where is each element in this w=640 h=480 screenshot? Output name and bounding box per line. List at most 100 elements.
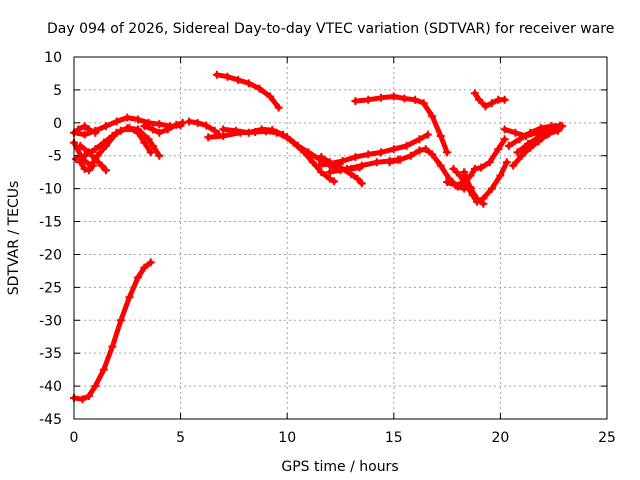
- data-point: [84, 166, 93, 175]
- data-point: [342, 164, 351, 173]
- data-point: [99, 138, 108, 147]
- data-point: [553, 126, 562, 135]
- data-point: [487, 99, 496, 108]
- data-point: [255, 84, 264, 93]
- data-point: [517, 151, 526, 160]
- data-point: [325, 168, 334, 177]
- data-point: [485, 158, 494, 167]
- data-point: [351, 97, 360, 106]
- data-point: [428, 150, 437, 159]
- data-point: [140, 263, 149, 272]
- data-point: [487, 184, 496, 193]
- data-point: [91, 382, 100, 391]
- data-point: [172, 120, 181, 129]
- y-axis-label: SDTVAR / TECUs: [6, 181, 22, 296]
- data-point: [268, 126, 277, 135]
- data-point: [125, 293, 134, 302]
- data-point: [204, 133, 213, 142]
- series-line-sat-a: [71, 259, 154, 402]
- data-point: [133, 128, 142, 137]
- data-point: [504, 141, 513, 150]
- series-layer: [70, 70, 567, 404]
- data-point: [80, 130, 89, 139]
- data-point: [479, 199, 488, 208]
- data-point: [133, 115, 142, 124]
- y-tick-label: -45: [39, 412, 62, 428]
- data-point: [325, 159, 334, 168]
- data-point: [146, 258, 155, 267]
- data-point: [364, 95, 373, 104]
- data-point: [74, 125, 83, 134]
- data-point: [101, 122, 110, 131]
- data-point: [536, 124, 545, 133]
- data-point: [436, 131, 445, 140]
- data-point: [421, 145, 430, 154]
- data-point: [219, 125, 228, 134]
- data-point: [515, 135, 524, 144]
- data-point: [449, 164, 458, 173]
- data-point: [300, 148, 309, 157]
- data-point: [330, 177, 339, 186]
- data-point: [97, 161, 106, 170]
- x-tick-label: 10: [278, 430, 296, 446]
- data-point: [513, 148, 522, 157]
- data-point: [455, 171, 464, 180]
- data-point: [125, 124, 134, 133]
- data-point: [494, 145, 503, 154]
- data-point: [411, 95, 420, 104]
- data-point: [185, 117, 194, 126]
- series-line-sat-n: [316, 132, 431, 169]
- data-point: [511, 128, 520, 137]
- data-point: [84, 148, 93, 157]
- data-point: [91, 145, 100, 154]
- data-point: [389, 145, 398, 154]
- data-point: [234, 76, 243, 85]
- x-tick-label: 0: [70, 430, 79, 446]
- data-point: [500, 95, 509, 104]
- data-point: [76, 158, 85, 167]
- data-point: [315, 161, 324, 170]
- data-point: [80, 122, 89, 131]
- data-point: [558, 122, 567, 131]
- data-point: [76, 141, 85, 150]
- data-point: [419, 99, 428, 108]
- series-line-sat-t: [461, 169, 486, 207]
- ticks: 0 5 10 15 20 25 10 5 0 -5 -10 -15 -20 -25 -30 -35 -40 -45: [39, 50, 616, 446]
- data-point: [148, 141, 157, 150]
- data-point: [155, 120, 164, 129]
- data-point: [155, 151, 164, 160]
- data-point: [466, 184, 475, 193]
- data-point: [475, 95, 484, 104]
- data-point: [472, 194, 481, 203]
- data-point: [353, 174, 362, 183]
- data-point: [210, 126, 219, 135]
- data-point: [402, 141, 411, 150]
- y-tick-label: 5: [53, 83, 62, 99]
- data-point: [212, 70, 221, 79]
- data-point: [89, 161, 98, 170]
- data-point: [146, 148, 155, 157]
- data-point: [163, 125, 172, 134]
- y-tick-label: -25: [39, 280, 62, 296]
- series-line-sat-q: [352, 94, 450, 155]
- data-point: [108, 342, 117, 351]
- data-point: [470, 89, 479, 98]
- grid: [74, 57, 607, 419]
- data-point: [524, 139, 533, 148]
- data-point: [470, 164, 479, 173]
- data-point: [385, 158, 394, 167]
- data-point: [80, 151, 89, 160]
- data-point: [193, 118, 202, 127]
- data-point: [351, 153, 360, 162]
- y-tick-label: -40: [39, 379, 62, 395]
- x-tick-label: 20: [491, 430, 509, 446]
- data-point: [477, 163, 486, 172]
- data-point: [317, 168, 326, 177]
- y-tick-label: -20: [39, 247, 62, 263]
- data-point: [178, 118, 187, 127]
- data-point: [500, 135, 509, 144]
- data-point: [223, 72, 232, 81]
- data-point: [317, 153, 326, 162]
- y-tick-label: -5: [48, 149, 62, 165]
